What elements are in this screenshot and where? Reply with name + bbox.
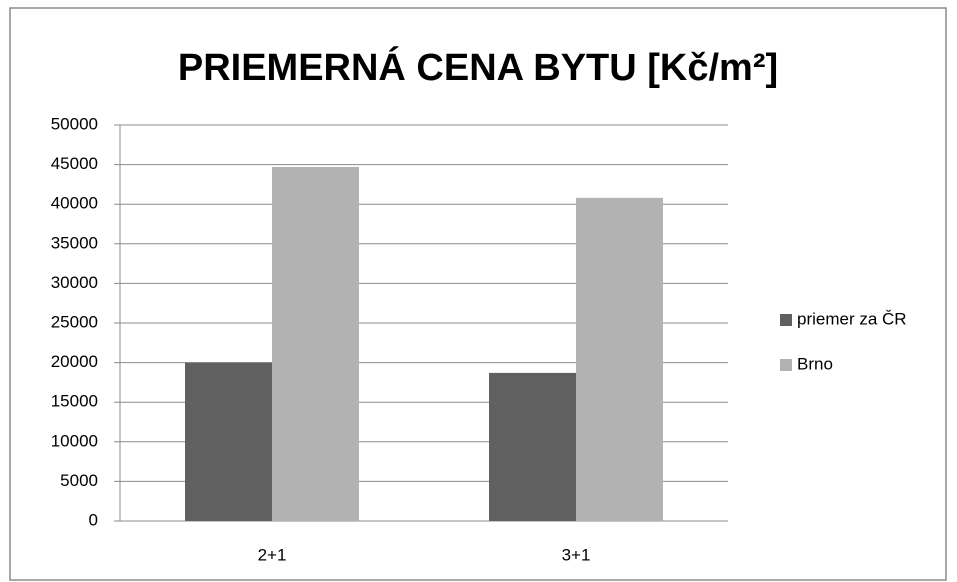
y-tick-label: 15000 (51, 392, 98, 411)
x-tick-label: 3+1 (562, 545, 591, 564)
legend-swatch (780, 314, 792, 326)
y-tick-label: 5000 (60, 471, 98, 490)
legend-swatch (780, 359, 792, 371)
y-tick-label: 45000 (51, 154, 98, 173)
y-tick-label: 20000 (51, 352, 98, 371)
bar (489, 372, 576, 521)
y-tick-label: 50000 (51, 114, 98, 133)
legend-label: priemer za ČR (797, 309, 907, 328)
x-tick-label: 2+1 (258, 545, 287, 564)
chart-border (9, 7, 947, 581)
y-tick-label: 0 (89, 510, 98, 529)
bar (185, 362, 272, 521)
y-tick-label: 10000 (51, 431, 98, 450)
y-tick-label: 35000 (51, 233, 98, 252)
bar (576, 197, 663, 521)
bar (272, 166, 359, 521)
y-tick-label: 40000 (51, 194, 98, 213)
chart-title: PRIEMERNÁ CENA BYTU [Kč/m²] (178, 45, 778, 89)
legend-label: Brno (797, 354, 833, 373)
y-tick-label: 30000 (51, 273, 98, 292)
y-tick-label: 25000 (51, 312, 98, 331)
